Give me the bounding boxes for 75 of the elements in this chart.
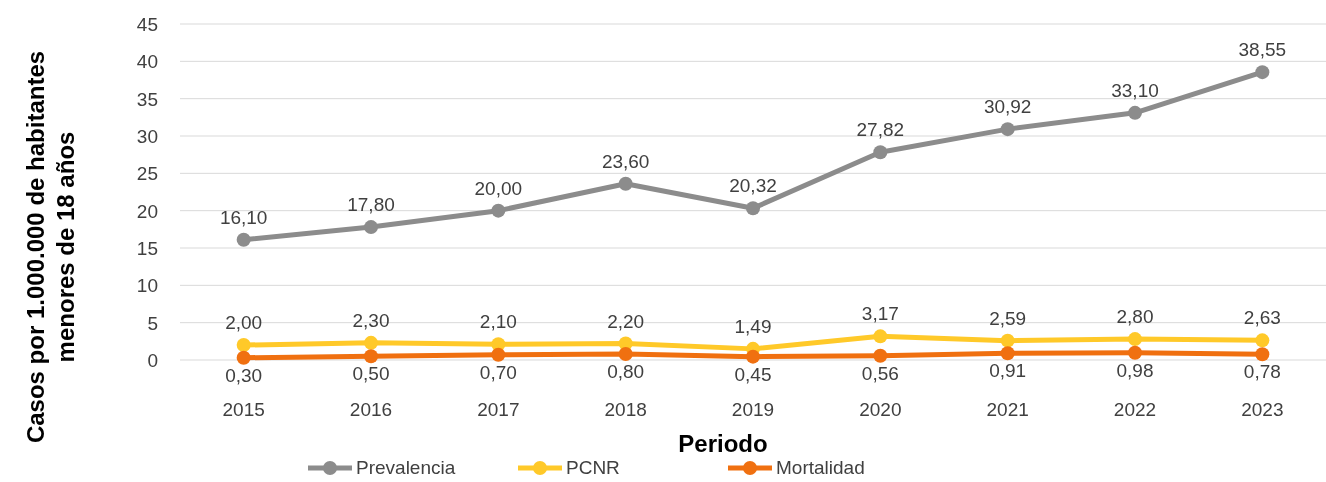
data-label: 0,98 xyxy=(1116,359,1154,381)
data-label: 2,30 xyxy=(352,309,390,331)
point xyxy=(236,232,251,247)
data-label: 20,32 xyxy=(729,175,777,197)
point xyxy=(364,335,378,350)
x-tick-label: 2015 xyxy=(222,399,265,420)
legend-label: Mortalidad xyxy=(776,457,865,478)
data-label: 0,70 xyxy=(479,361,517,383)
y-tick-label: 10 xyxy=(136,275,158,297)
data-label: 2,59 xyxy=(989,307,1027,329)
point xyxy=(873,329,888,344)
y-tick-label: 45 xyxy=(136,14,158,35)
data-label: 27,82 xyxy=(856,119,905,141)
data-label: 2,10 xyxy=(479,311,517,333)
point xyxy=(1255,347,1270,362)
point xyxy=(236,350,251,365)
data-label: 2,00 xyxy=(225,312,263,334)
point xyxy=(746,201,760,216)
data-label: 1,49 xyxy=(734,315,772,337)
point xyxy=(618,176,633,191)
x-tick-label: 2023 xyxy=(1241,399,1284,420)
y-tick-label: 30 xyxy=(136,126,158,147)
data-label: 2,20 xyxy=(607,310,645,332)
y-tick-label: 35 xyxy=(136,88,158,110)
y-tick-label: 15 xyxy=(136,238,158,259)
x-tick-label: 2016 xyxy=(349,399,393,420)
x-tick-label: 2021 xyxy=(986,399,1029,420)
point xyxy=(873,348,888,363)
data-label: 0,45 xyxy=(734,363,772,385)
point xyxy=(1128,105,1142,120)
data-label: 33,10 xyxy=(1111,79,1159,101)
y-tick-label: 40 xyxy=(136,51,158,73)
data-label: 3,17 xyxy=(861,303,899,325)
point xyxy=(1128,332,1142,347)
legend-label: Prevalencia xyxy=(356,457,456,478)
x-tick-label: 2019 xyxy=(731,399,775,420)
x-axis-title: Periodo xyxy=(678,430,768,457)
point xyxy=(491,203,506,218)
point xyxy=(873,145,888,160)
data-label: 0,56 xyxy=(861,362,899,384)
x-tick-label: 2018 xyxy=(604,399,647,420)
data-label: 0,30 xyxy=(225,364,263,386)
y-tick-label: 20 xyxy=(136,200,158,222)
point xyxy=(1000,122,1015,137)
point xyxy=(1000,333,1015,348)
data-label: 2,63 xyxy=(1243,307,1281,329)
y-tick-label: 5 xyxy=(147,312,158,334)
y-tick-label: 25 xyxy=(136,163,158,185)
y-tick-label: 0 xyxy=(147,350,158,371)
data-label: 17,80 xyxy=(347,194,395,216)
x-tick-label: 2017 xyxy=(477,399,520,420)
point xyxy=(1000,346,1015,361)
data-label: 0,50 xyxy=(352,363,390,385)
y-axis-title: Casos por 1.000.000 de habitantes menores de 18 años xyxy=(22,50,79,444)
x-tick-label: 2020 xyxy=(859,399,902,420)
data-label: 0,80 xyxy=(607,361,645,383)
point xyxy=(746,349,760,364)
data-label: 23,60 xyxy=(601,150,650,172)
data-label: 0,91 xyxy=(989,360,1027,382)
data-label: 0,78 xyxy=(1243,361,1281,383)
data-label: 2,80 xyxy=(1116,306,1154,328)
data-label: 30,92 xyxy=(983,96,1032,118)
legend-label: PCNR xyxy=(566,457,620,478)
point xyxy=(1128,345,1142,360)
data-label: 20,00 xyxy=(474,177,523,199)
point xyxy=(364,349,378,364)
data-label: 16,10 xyxy=(219,206,268,228)
data-label: 38,55 xyxy=(1238,39,1287,61)
point xyxy=(364,220,378,235)
point xyxy=(491,347,506,362)
point xyxy=(236,338,251,353)
point xyxy=(1255,333,1270,348)
point xyxy=(1255,65,1270,80)
x-tick-label: 2022 xyxy=(1113,399,1157,420)
point xyxy=(618,347,633,362)
